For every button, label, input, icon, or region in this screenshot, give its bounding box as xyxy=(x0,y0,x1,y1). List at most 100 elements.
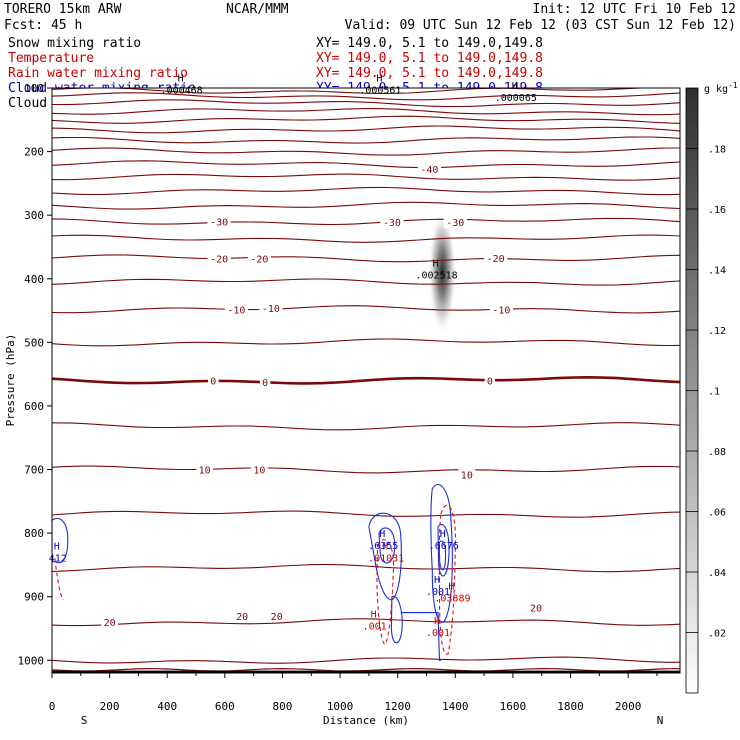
maximum-value: .03889 xyxy=(434,594,470,605)
colorbar-tick-label: .08 xyxy=(708,447,726,458)
y-tick-label: 900 xyxy=(24,591,44,604)
snow-maximum-shading xyxy=(428,210,457,335)
colorbar: .02 .04 .06 .08 .1 .12 .14 .16 .18 g kg-1 xyxy=(685,81,738,694)
isotherm-label-bg xyxy=(251,463,268,476)
cloud-water-contours xyxy=(52,484,453,661)
isotherm-label: 20 xyxy=(104,618,116,629)
cloud-water-contour xyxy=(400,612,441,661)
rain-water-contour xyxy=(438,504,456,655)
isotherm-label-bg xyxy=(207,215,231,228)
isotherm xyxy=(52,465,680,474)
isotherm xyxy=(52,217,680,226)
ground-line xyxy=(52,667,680,673)
isotherm xyxy=(52,422,680,431)
isotherm-label-bg xyxy=(527,601,545,614)
isotherm-label: -30 xyxy=(210,218,228,229)
colorbar-tick-label: .12 xyxy=(708,326,726,337)
maximum-marker: H xyxy=(178,74,184,85)
isotherm xyxy=(52,618,680,627)
isotherm-label-bg xyxy=(489,303,513,316)
forecast-hour: Fcst: 45 h xyxy=(4,18,82,33)
isotherm-label-bg xyxy=(259,375,271,388)
maximum-value: .000468 xyxy=(161,86,203,97)
cloud-water-contour xyxy=(368,512,402,601)
isotherm-label-bg xyxy=(224,303,248,316)
isotherm-label-bg xyxy=(101,616,119,629)
y-tick-label: 1000 xyxy=(18,654,45,667)
isotherm xyxy=(52,88,680,95)
colorbar-tick-label: .04 xyxy=(708,568,726,579)
y-tick-label: 400 xyxy=(24,273,44,286)
isotherm-label: -20 xyxy=(250,254,268,265)
colorbar-tick-label: .14 xyxy=(708,266,726,277)
south-label: S xyxy=(81,714,88,727)
x-tick-label: 400 xyxy=(157,700,177,713)
cloud-water-contour xyxy=(438,540,447,571)
isotherm xyxy=(52,99,680,108)
field-xy: XY= 149.0, 5.1 to 149.0,149.8 xyxy=(316,66,543,81)
rain-water-contours xyxy=(54,504,456,655)
isotherm-label-bg xyxy=(417,162,441,175)
x-tick-label: 2000 xyxy=(615,700,642,713)
y-tick-label: 300 xyxy=(24,209,44,222)
colorbar-ticks: .02 .04 .06 .08 .1 .12 .14 .16 .18 xyxy=(686,145,726,640)
isotherm-label-bg xyxy=(207,252,231,265)
cloud-water-contour xyxy=(390,595,403,644)
isotherm-label-bg xyxy=(259,302,283,315)
maximum-value: .001 xyxy=(426,587,450,598)
isotherm-label: -10 xyxy=(262,304,280,315)
colorbar-tick-label: .06 xyxy=(708,508,726,519)
isotherm-label: -40 xyxy=(420,165,438,176)
isotherm-label: -10 xyxy=(227,305,245,316)
colorbar-tick-label: .18 xyxy=(708,145,726,156)
colorbar-tick-label: .02 xyxy=(708,629,726,640)
isotherm xyxy=(52,186,680,196)
isotherm-label-bg xyxy=(443,216,467,229)
x-axis: 0 200 400 600 800 1000 1200 1400 1600 1800 2000 xyxy=(49,673,658,713)
y-tick-label: 500 xyxy=(24,336,44,349)
org-label: NCAR/MMM xyxy=(226,2,289,17)
isotherm-label: -20 xyxy=(487,254,505,265)
isotherm xyxy=(52,115,680,124)
maximum-value: .002518 xyxy=(415,271,457,282)
field-xy: XY= 149.0, 5.1 to 149.0,149.8 xyxy=(316,36,543,51)
isotherm xyxy=(52,201,680,210)
field-xy: XY= 149.0, 5.1 to 149.0,149.8 xyxy=(316,51,543,66)
isotherm xyxy=(52,173,680,181)
rain-water-contour xyxy=(54,558,64,601)
isotherm xyxy=(52,234,680,243)
isotherm-label-bg xyxy=(268,609,286,622)
y-axis-label: Pressure (hPa) xyxy=(4,334,17,427)
x-axis-label: Distance (km) xyxy=(323,714,409,727)
isotherm-label: 20 xyxy=(530,604,542,615)
y-tick-label: 700 xyxy=(24,464,44,477)
isotherm-label: 0 xyxy=(262,378,268,389)
y-tick-label: 100 xyxy=(24,82,44,95)
maximum-marker: H xyxy=(371,610,377,621)
isotherm xyxy=(52,305,680,314)
isotherm xyxy=(52,147,680,156)
maximum-marker: H xyxy=(382,542,388,553)
maximum-value: 412 xyxy=(49,554,67,565)
x-tick-label: 800 xyxy=(273,700,293,713)
x-tick-label: 1600 xyxy=(500,700,527,713)
plot-frame xyxy=(51,87,681,674)
maximum-value: .6676 xyxy=(429,541,459,552)
isotherm-label-bg xyxy=(484,374,496,387)
isotherm xyxy=(52,254,680,263)
surface-isotherm xyxy=(52,667,680,672)
isotherm xyxy=(52,656,680,664)
field-name: Snow mixing ratio xyxy=(8,36,141,51)
maximum-value: .6355 xyxy=(368,541,398,552)
isotherm-label: 10 xyxy=(461,471,473,482)
plot-area: 20 20 20 20 10 10 10 0 0 0 -10 -10 -10 -20 -20 -20 -30 -3… xyxy=(49,74,681,674)
isotherm-label: 20 xyxy=(271,612,283,623)
maximum-value: .001 xyxy=(363,622,387,633)
isotherm xyxy=(52,338,680,347)
maximum-value: .000065 xyxy=(495,93,537,104)
isotherm-label-bg xyxy=(458,468,476,481)
maximum-marker: H xyxy=(448,582,454,593)
maximum-value: .000561 xyxy=(359,86,401,97)
x-tick-label: 600 xyxy=(215,700,235,713)
isotherm-label: 20 xyxy=(236,612,248,623)
